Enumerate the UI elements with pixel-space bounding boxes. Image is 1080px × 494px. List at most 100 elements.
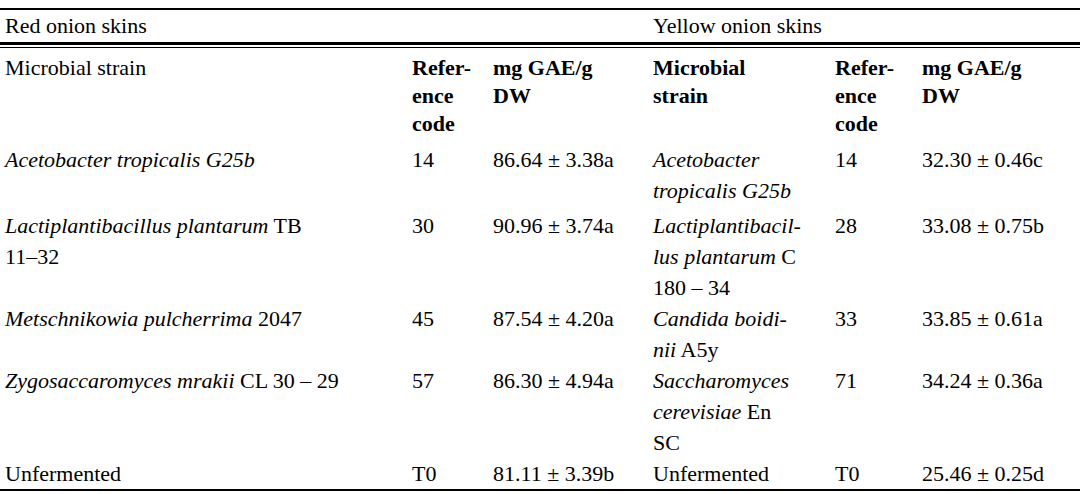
- group-header-red: Red onion skins: [0, 10, 653, 42]
- red-reference-code-cell: T0: [412, 458, 493, 489]
- column-header-row: Microbial strain Refer-ence code mg GAE/g…: [0, 48, 1080, 144]
- yellow-reference-code-cell: T0: [835, 458, 922, 489]
- text-segment: nii: [653, 337, 676, 362]
- text-segment: En: [741, 399, 771, 424]
- red-strain-cell: Metschnikowia pulcherrima 2047: [0, 303, 412, 365]
- text-line: Lactiplantibacil-: [653, 210, 835, 241]
- text-segment: 180 – 34: [653, 275, 730, 300]
- red-reference-code-cell: 14: [412, 144, 493, 210]
- table-row: Acetobacter tropicalis G25b 14 86.64 ± 3…: [0, 144, 1080, 210]
- text-line: Acetobacter: [653, 144, 835, 175]
- text-line: code: [835, 110, 922, 138]
- text-segment: Acetobacter tropicalis G25b: [5, 147, 255, 172]
- paper-table-page: Red onion skins Yellow onion skins Micro…: [0, 0, 1080, 494]
- yellow-value-cell: 33.85 ± 0.61a: [922, 303, 1080, 365]
- yellow-strain-cell: Saccharomyces cerevisiae En SC: [653, 365, 835, 458]
- col-header-yellow-mg-gae: mg GAE/g DW: [922, 48, 1080, 144]
- red-strain-cell: Unfermented: [0, 458, 412, 489]
- text-line: DW: [493, 82, 653, 110]
- text-line: Unfermented: [5, 458, 412, 489]
- table-row: Lactiplantibacillus plantarum TB11–32 30…: [0, 210, 1080, 303]
- text-segment: DW: [493, 83, 531, 108]
- yellow-reference-code-cell: 28: [835, 210, 922, 303]
- text-line: Refer-: [412, 54, 493, 82]
- red-reference-code-cell: 30: [412, 210, 493, 303]
- yellow-reference-code-cell: 71: [835, 365, 922, 458]
- text-line: Metschnikowia pulcherrima 2047: [5, 303, 412, 334]
- table-row: Metschnikowia pulcherrima 2047 45 87.54 …: [0, 303, 1080, 365]
- text-segment: Acetobacter: [653, 147, 759, 172]
- yellow-value-cell: 34.24 ± 0.36a: [922, 365, 1080, 458]
- text-segment: CL 30 – 29: [235, 368, 339, 393]
- text-line: code: [412, 110, 493, 138]
- text-segment: lus plantarum: [653, 244, 776, 269]
- text-segment: Microbial: [653, 55, 745, 80]
- col-header-red-mg-gae: mg GAE/g DW: [493, 48, 653, 144]
- text-segment: C: [776, 244, 796, 269]
- yellow-strain-cell: Acetobacter tropicalis G25b: [653, 144, 835, 210]
- text-segment: code: [412, 111, 455, 136]
- text-segment: code: [835, 111, 878, 136]
- text-segment: Refer-: [412, 55, 471, 80]
- text-segment: A5y: [676, 337, 718, 362]
- col-header-red-reference-code: Refer-ence code: [412, 48, 493, 144]
- text-line: SC: [653, 427, 835, 458]
- text-line: Refer-: [835, 54, 922, 82]
- text-segment: mg GAE/g: [922, 55, 1022, 80]
- text-line: Candida boidi-: [653, 303, 835, 334]
- text-line: nii A5y: [653, 334, 835, 365]
- text-segment: cerevisiae: [653, 399, 741, 424]
- text-segment: DW: [922, 83, 960, 108]
- yellow-reference-code-cell: 14: [835, 144, 922, 210]
- text-segment: Refer-: [835, 55, 894, 80]
- text-segment: Microbial strain: [5, 55, 146, 80]
- yellow-strain-cell: Lactiplantibacil-lus plantarum C 180 – 34: [653, 210, 835, 303]
- phenolic-content-table: Red onion skins Yellow onion skins Micro…: [0, 8, 1080, 494]
- text-segment: Metschnikowia pulcherrima: [5, 306, 252, 331]
- text-segment: Zygosaccaromyces mrakii: [5, 368, 235, 393]
- text-segment: Unfermented: [653, 461, 769, 486]
- table-bottom-rule-cell: [0, 489, 1080, 494]
- red-strain-cell: Zygosaccaromyces mrakii CL 30 – 29: [0, 365, 412, 458]
- table-bottom-rule-row: [0, 489, 1080, 494]
- yellow-value-cell: 25.46 ± 0.25d: [922, 458, 1080, 489]
- table-row: Unfermented T0 81.11 ± 3.39b Unfermented…: [0, 458, 1080, 489]
- text-segment: Lactiplantibacillus plantarum: [5, 213, 268, 238]
- text-line: 180 – 34: [653, 272, 835, 303]
- text-segment: Candida boidi-: [653, 306, 787, 331]
- red-value-cell: 86.64 ± 3.38a: [493, 144, 653, 210]
- text-segment: Lactiplantibacil-: [653, 213, 801, 238]
- yellow-value-cell: 32.30 ± 0.46c: [922, 144, 1080, 210]
- text-line: Zygosaccaromyces mrakii CL 30 – 29: [5, 365, 412, 396]
- red-value-cell: 90.96 ± 3.74a: [493, 210, 653, 303]
- text-segment: 11–32: [5, 244, 59, 269]
- text-segment: ence: [835, 83, 877, 108]
- text-line: lus plantarum C: [653, 241, 835, 272]
- group-header-yellow: Yellow onion skins: [653, 10, 1080, 42]
- red-reference-code-cell: 57: [412, 365, 493, 458]
- text-segment: ence: [412, 83, 454, 108]
- text-line: ence: [412, 82, 493, 110]
- text-line: Microbial strain: [5, 54, 412, 82]
- text-segment: Saccharomyces: [653, 368, 789, 393]
- col-header-yellow-strain: Microbialstrain: [653, 48, 835, 144]
- yellow-reference-code-cell: 33: [835, 303, 922, 365]
- text-line: tropicalis G25b: [653, 175, 835, 206]
- text-line: mg GAE/g: [493, 54, 653, 82]
- red-reference-code-cell: 45: [412, 303, 493, 365]
- red-strain-cell: Lactiplantibacillus plantarum TB11–32: [0, 210, 412, 303]
- red-value-cell: 81.11 ± 3.39b: [493, 458, 653, 489]
- text-line: Microbial: [653, 54, 835, 82]
- red-strain-cell: Acetobacter tropicalis G25b: [0, 144, 412, 210]
- col-header-yellow-reference-code: Refer-ence code: [835, 48, 922, 144]
- text-segment: mg GAE/g: [493, 55, 593, 80]
- yellow-value-cell: 33.08 ± 0.75b: [922, 210, 1080, 303]
- text-line: DW: [922, 82, 1080, 110]
- red-value-cell: 86.30 ± 4.94a: [493, 365, 653, 458]
- text-segment: 2047: [252, 306, 302, 331]
- text-segment: tropicalis G25b: [653, 178, 791, 203]
- yellow-strain-cell: Candida boidi-nii A5y: [653, 303, 835, 365]
- table-row: Zygosaccaromyces mrakii CL 30 – 29 57 86…: [0, 365, 1080, 458]
- text-segment: SC: [653, 430, 680, 455]
- text-line: mg GAE/g: [922, 54, 1080, 82]
